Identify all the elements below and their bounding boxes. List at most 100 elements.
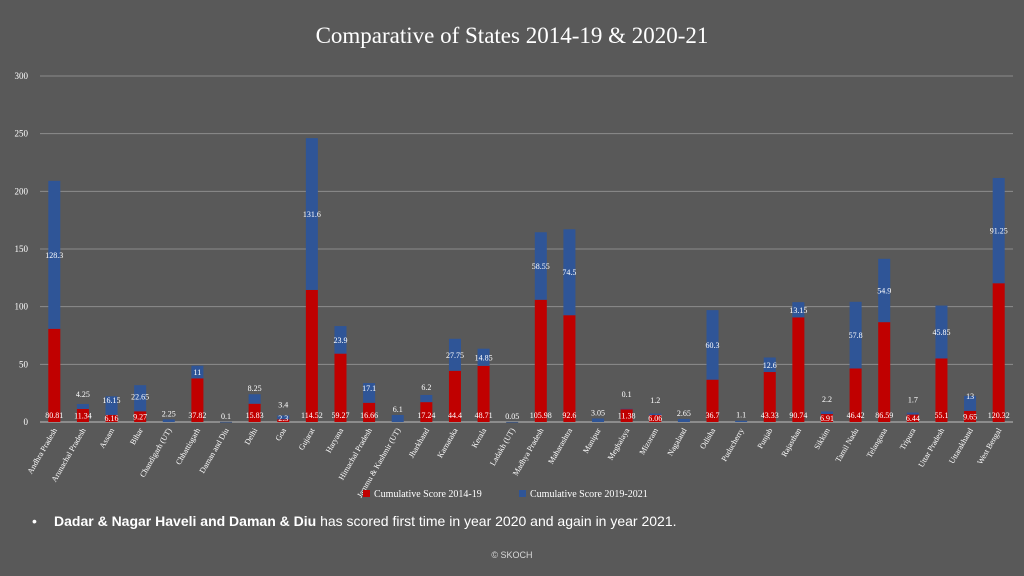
bullet-mark: •	[32, 513, 37, 529]
data-label-2019-2021: 13.15	[789, 306, 807, 315]
y-tick-label: 250	[15, 129, 29, 139]
bar-2019-2021	[792, 302, 805, 318]
bar-2019-2021	[191, 365, 204, 379]
data-label-2014-19: 46.42	[847, 411, 865, 420]
data-label-2019-2021: 2.2	[822, 395, 832, 404]
bar-2014-19	[964, 410, 977, 422]
x-tick-label: Chandigarh (UT)	[138, 426, 174, 479]
x-tick-label: Uttarakhand	[947, 427, 975, 466]
x-tick-label: Uttar Pradesh	[917, 427, 947, 469]
legend-swatch-2019-2021	[519, 490, 526, 497]
x-tick-label: Goa	[274, 426, 289, 442]
x-tick-label: Haryana	[324, 426, 346, 454]
y-tick-label: 300	[15, 71, 29, 81]
data-label-2019-2021: 0.05	[505, 412, 519, 421]
data-label-2014-19: 55.1	[934, 411, 948, 420]
bar-2019-2021	[592, 418, 605, 422]
bar-2019-2021	[420, 394, 433, 403]
bar-2019-2021	[363, 383, 376, 403]
x-tick-label: West Bengal	[975, 426, 1003, 466]
x-tick-label: Bihar	[128, 426, 145, 446]
bar-2019-2021	[248, 394, 261, 404]
data-label-2014-19: 90.74	[789, 411, 807, 420]
data-label-2019-2021: 14.85	[475, 353, 493, 362]
bar-2019-2021	[735, 420, 748, 422]
data-label-2019-2021: 58.55	[532, 262, 550, 271]
data-label-2019-2021: 8.25	[248, 384, 262, 393]
data-label-2019-2021: 91.25	[990, 227, 1008, 236]
data-label-2014-19: 120.32	[988, 411, 1010, 420]
bar-2019-2021	[878, 258, 891, 323]
x-tick-label: Ladakh (UT)	[488, 426, 517, 467]
bar-2014-19	[534, 299, 547, 422]
data-label-2019-2021: 57.8	[849, 331, 863, 340]
bar-2014-19	[906, 414, 919, 422]
bar-2019-2021	[48, 180, 61, 329]
data-label-2019-2021: 60.3	[706, 341, 720, 350]
data-label-2019-2021: 45.85	[932, 328, 950, 337]
y-tick-label: 100	[15, 302, 29, 312]
bar-2014-19	[420, 402, 433, 422]
data-label-2019-2021: 11	[194, 368, 202, 377]
data-label-2019-2021: 74.5	[562, 268, 576, 277]
data-label-2019-2021: 16.15	[103, 396, 121, 405]
bar-2014-19	[277, 419, 290, 422]
x-tick-label: Maharashtra	[546, 426, 574, 466]
data-label-2014-19: 11.34	[74, 411, 92, 420]
data-label-2019-2021: 1.1	[736, 411, 746, 420]
bar-2014-19	[334, 353, 347, 422]
data-label-2014-19: 59.27	[331, 411, 349, 420]
bar-2014-19	[191, 378, 204, 422]
data-label-2019-2021: 3.4	[278, 400, 288, 409]
bar-2019-2021	[763, 357, 776, 373]
bar-2014-19	[48, 328, 61, 422]
bar-2014-19	[305, 289, 318, 422]
legend-label-2019-2021: Cumulative Score 2019-2021	[530, 489, 648, 500]
data-label-2014-19: 114.52	[301, 411, 323, 420]
stacked-bar-chart: Comparative of States 2014-19 & 2020-21 …	[15, 23, 1013, 500]
x-tick-label: Delhi	[243, 426, 260, 447]
x-tick-label: Odisha	[698, 426, 717, 451]
data-label-2019-2021: 2.25	[162, 409, 176, 418]
bar-2019-2021	[935, 305, 948, 359]
data-label-2019-2021: 6.1	[393, 405, 403, 414]
bar-2019-2021	[820, 411, 833, 415]
data-label-2014-19: 9.65	[963, 412, 977, 421]
data-label-2014-19: 6.91	[820, 414, 834, 423]
bar-2019-2021	[105, 396, 118, 415]
bar-2014-19	[878, 322, 891, 422]
note-text: has scored first time in year 2020 and a…	[316, 513, 677, 529]
bar-2014-19	[849, 368, 862, 422]
data-label-2019-2021: 12.6	[763, 361, 777, 370]
data-label-2019-2021: 13	[966, 392, 974, 401]
bar-2019-2021	[391, 414, 404, 422]
bar-2014-19	[763, 372, 776, 422]
bar-2019-2021	[134, 385, 147, 412]
bar-2019-2021	[849, 301, 862, 369]
data-label-2019-2021: 3.05	[591, 408, 605, 417]
data-label-2019-2021: 131.6	[303, 210, 321, 219]
bar-2019-2021	[477, 348, 490, 366]
legend: Cumulative Score 2014-19 Cumulative Scor…	[363, 489, 648, 500]
data-label-2014-19: 105.98	[530, 411, 552, 420]
x-tick-label: Kerala	[470, 426, 489, 449]
data-label-2014-19: 2.3	[278, 414, 288, 423]
data-label-2014-19: 44.4	[448, 411, 462, 420]
bar-2019-2021	[534, 232, 547, 300]
gridlines	[40, 75, 1013, 423]
bar-2019-2021	[334, 326, 347, 354]
bar-2019-2021	[964, 395, 977, 411]
bar-2014-19	[935, 358, 948, 422]
x-tick-label: Rajasthan	[780, 427, 804, 459]
bar-2019-2021	[563, 229, 576, 316]
x-tick-label: Mizoram	[638, 426, 661, 457]
bar-2014-19	[792, 317, 805, 422]
x-tick-label: Tripura	[898, 426, 918, 451]
chart-title: Comparative of States 2014-19 & 2020-21	[316, 23, 709, 48]
bar-2019-2021	[649, 413, 662, 416]
bar-2019-2021	[220, 421, 233, 423]
bar-2014-19	[649, 415, 662, 422]
x-tick-label: Manipur	[581, 426, 603, 455]
